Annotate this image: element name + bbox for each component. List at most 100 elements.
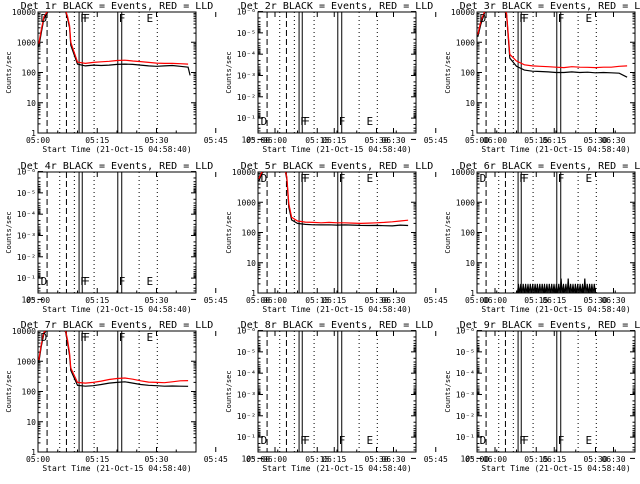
x-tick-label: 06:00 [263, 136, 287, 145]
y-tick-label: 100 [461, 69, 476, 78]
y-tick-label: 1 [31, 129, 36, 138]
x-axis-label: Start Time (21-Oct-15 04:58:40) [42, 145, 191, 154]
x-tick-label: 05:15 [85, 136, 109, 145]
panel-det-3: Det 3r BLACK = Events, RED = LLD 1 10 100 10… [444, 1, 640, 154]
plot-frame [37, 171, 197, 294]
event-marker-d: D [480, 434, 487, 447]
event-marker-e: E [585, 434, 592, 447]
event-marker-f: F [519, 434, 526, 447]
y-tick-label: 10⁰ [22, 295, 36, 304]
x-axis-label: Start Time (21-Oct-15 04:58:40) [262, 464, 411, 473]
x-tick-label: 05:00 [246, 455, 270, 464]
y-axis-label: Counts/sec [5, 211, 13, 253]
x-tick-label: 05:30 [364, 136, 388, 145]
y-tick-label: 100 [242, 229, 257, 238]
y-tick-label: 1000 [456, 198, 475, 207]
series-events-line [258, 172, 409, 227]
y-tick-label: 1000 [17, 357, 36, 366]
plot-frame [476, 171, 636, 294]
event-marker-e: E [146, 275, 153, 288]
x-axis-label: Start Time (21-Oct-15 04:58:40) [481, 305, 630, 314]
y-tick-label: 10⁻² [17, 253, 36, 262]
y-tick-label: 1 [251, 289, 256, 298]
event-marker-f: F [522, 172, 529, 185]
event-marker-f: F [119, 275, 126, 288]
event-marker-e: E [585, 12, 592, 25]
y-axis-label: Counts/sec [444, 51, 452, 93]
event-marker-e: E [146, 12, 153, 25]
series-lld-line [477, 12, 628, 69]
x-tick-label: 05:45 [424, 296, 448, 305]
y-tick-label: 10⁻⁴ [456, 369, 475, 378]
x-tick-label: 05:30 [144, 296, 168, 305]
y-tick-label: 10 [246, 259, 256, 268]
panel-det-2: Det 2r BLACK = Events, RED = LLD 10⁰ 10⁻¹ 1… [225, 1, 626, 154]
x-axis-label: Start Time (21-Oct-15 04:58:40) [262, 145, 411, 154]
y-tick-label: 10⁻⁵ [456, 348, 475, 357]
y-tick-label: 10 [26, 99, 36, 108]
y-axis-label: Counts/sec [5, 370, 13, 412]
event-marker-d: D [480, 172, 487, 185]
x-tick-label: 06:30 [601, 296, 625, 305]
y-tick-label: 10 [465, 99, 475, 108]
x-tick-label: 06:00 [483, 296, 507, 305]
y-tick-label: 10⁻¹ [17, 274, 36, 283]
y-tick-label: 10⁻³ [237, 71, 256, 80]
y-tick-label: 1000 [456, 38, 475, 47]
event-marker-f: F [522, 12, 529, 25]
panel-title: Det 9r BLACK = Events, RED = LLD [460, 320, 640, 331]
event-marker-f: F [300, 434, 307, 447]
event-marker-f: F [339, 115, 346, 128]
event-marker-f: F [519, 12, 526, 25]
x-axis-label: Start Time (21-Oct-15 04:58:40) [481, 145, 630, 154]
panel-det-1: Det 1r BLACK = Events, RED = LLD 1 10 100 10… [5, 1, 406, 154]
y-tick-label: 10⁰ [242, 454, 256, 463]
x-tick-label: 05:30 [144, 455, 168, 464]
x-tick-label: 05:30 [364, 455, 388, 464]
y-tick-label: 10⁻¹ [237, 114, 256, 123]
plot-frame [37, 330, 197, 453]
event-marker-f: F [558, 434, 565, 447]
event-marker-d: D [261, 115, 268, 128]
x-tick-label: 05:15 [305, 136, 329, 145]
x-tick-label: 05:30 [583, 455, 607, 464]
y-tick-label: 10⁰ [242, 135, 256, 144]
panel-det-5: Det 5r BLACK = Events, RED = LLD11010010… [225, 161, 626, 314]
y-tick-label: 1 [31, 448, 36, 457]
event-marker-f: F [119, 331, 126, 344]
x-axis-label: Start Time (21-Oct-15 04:58:40) [262, 305, 411, 314]
y-tick-label: 100 [22, 69, 37, 78]
event-marker-e: E [366, 172, 373, 185]
event-marker-f: F [339, 172, 346, 185]
x-tick-label: 05:15 [85, 296, 109, 305]
y-tick-label: 100 [461, 229, 476, 238]
event-marker-f: F [300, 115, 307, 128]
y-axis-label: Counts/sec [225, 51, 233, 93]
event-marker-d: D [261, 172, 268, 185]
panel-det-4: Det 4r BLACK = Events, RED = LLD 10⁰ 10⁻¹ 1… [5, 161, 406, 314]
y-tick-label: 10⁻⁶ [237, 8, 256, 17]
x-tick-label: 06:15 [542, 136, 566, 145]
x-tick-label: 05:00 [26, 296, 50, 305]
plot-frame [37, 11, 197, 134]
x-tick-label: 05:45 [204, 455, 228, 464]
y-tick-label: 10⁻³ [17, 231, 36, 240]
y-axis-label: Counts/sec [225, 370, 233, 412]
panel-det-6: Det 6r BLACK = Events, RED = LLD 1 10 100 10… [444, 161, 640, 314]
x-tick-label: 05:00 [465, 455, 489, 464]
y-tick-label: 10⁻² [237, 412, 256, 421]
x-tick-label: 05:00 [246, 136, 270, 145]
x-tick-label: 06:15 [322, 136, 346, 145]
x-tick-label: 05:15 [524, 455, 548, 464]
y-tick-label: 10⁻³ [237, 390, 256, 399]
event-marker-f: F [119, 12, 126, 25]
x-tick-label: 06:00 [483, 136, 507, 145]
y-tick-label: 10⁻⁴ [237, 50, 256, 59]
y-tick-label: 10⁻⁶ [17, 168, 36, 177]
x-tick-label: 05:45 [204, 296, 228, 305]
panel-det-9: Det 9r BLACK = Events, RED = LLD 10⁰ 10⁻¹ 1… [444, 320, 640, 473]
x-tick-label: 05:45 [424, 455, 448, 464]
event-marker-f: F [80, 331, 87, 344]
panel-title: Det 3r BLACK = Events, RED = LLD [460, 1, 640, 12]
